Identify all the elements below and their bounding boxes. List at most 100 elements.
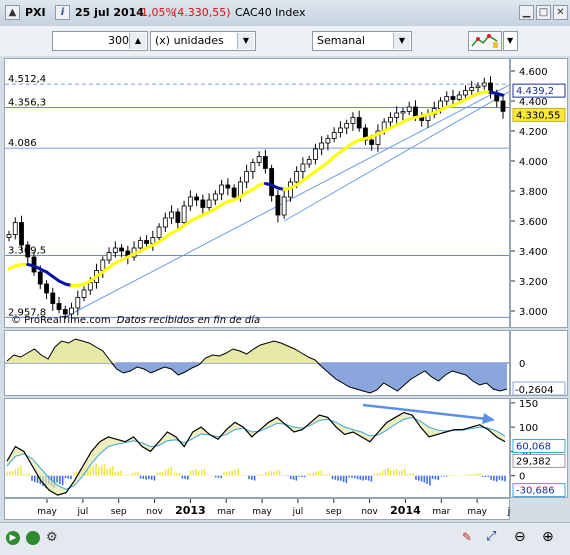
candle-body (244, 171, 250, 183)
oscillator-line (6, 338, 508, 394)
oscillator-axis[interactable]: 0 -0,2604 (510, 330, 568, 396)
price-panel[interactable]: 4.512,4 4.356,3 4.086 3.369,5 2.957,8 © ProR… (4, 58, 510, 328)
candle-body (87, 282, 93, 291)
last-value-label: 4.330,55 (516, 110, 561, 121)
zoom-fit-icon[interactable]: ⤢ (486, 529, 497, 544)
settings-icon[interactable]: ⚙ (46, 530, 58, 545)
price-axis[interactable]: 4.600 4.400 4.200 4.000 3.800 3.600 3.400 3.200… (510, 58, 568, 328)
play-icon[interactable]: ▶ (6, 531, 20, 545)
positive-area (7, 339, 507, 363)
candle-body (81, 289, 87, 298)
signal-line (6, 416, 506, 490)
candle-body (294, 171, 300, 183)
units-spinner-icon[interactable]: ▲ (129, 33, 146, 49)
y-tick-label: 3.400 (519, 247, 548, 258)
candle-body (456, 94, 462, 100)
last-value-box (512, 381, 566, 395)
candle-body (150, 237, 156, 244)
price-level-label: 4.086 (8, 138, 37, 149)
period-select[interactable]: Semanal ▼ (312, 31, 412, 51)
last-value-box (512, 107, 566, 122)
candle-body (100, 259, 106, 271)
maximize-icon[interactable]: □ (536, 5, 551, 20)
y-tick-label: 3.600 (519, 217, 548, 228)
trend-line (283, 91, 509, 222)
candle-body (469, 87, 475, 91)
candle-body (181, 205, 187, 223)
candle-body (37, 271, 43, 285)
price-level-label: 2.957,8 (8, 307, 46, 318)
y-tick-label: 4.000 (519, 157, 548, 168)
minimize-icon[interactable]: ▁ (519, 5, 534, 20)
time-axis[interactable]: may jul sep nov 2013 mar may jul sep nov 2014 mar ma… (4, 498, 518, 520)
close-icon[interactable]: ✕ (553, 5, 568, 20)
arrow-head (482, 413, 495, 424)
candle-body (56, 303, 62, 310)
last-value-box (512, 483, 566, 497)
candle-body (25, 244, 31, 258)
last-value-box (512, 439, 566, 454)
candle-body (338, 127, 343, 133)
candle-body (325, 138, 331, 144)
chart-toolbar: 300 ▲ (x) unidades ▼ Semanal ▼ ▼ (0, 26, 570, 56)
window-title-bar: ▲ PXI i 25 jul 2014 -1,05% (4.330,55) CA… (0, 0, 570, 27)
candle-body (394, 112, 400, 118)
price-level-label: 4.356,3 (8, 98, 46, 109)
candle-body (275, 195, 281, 216)
candle-body (231, 187, 237, 198)
units-select[interactable]: (x) unidades ▼ (150, 31, 256, 51)
chevron-down-icon[interactable]: ▼ (237, 33, 254, 49)
trend-line (65, 84, 509, 318)
zoom-out-icon[interactable]: ⊖ (514, 529, 526, 545)
negative-area (7, 363, 507, 393)
units-input[interactable]: 300 ▲ (52, 31, 148, 51)
price-chart[interactable]: 4.512,4 4.356,3 4.086 3.369,5 2.957,8 (5, 59, 510, 328)
oscillator-panel[interactable] (4, 330, 510, 396)
candle-body (156, 226, 162, 238)
candle-body (369, 139, 375, 145)
momentum-panel[interactable] (4, 398, 510, 498)
data-note: Datos recibidos en fin de día (116, 315, 261, 326)
candle-body (406, 106, 412, 112)
indicators-icon (471, 34, 498, 48)
oscillator-chart[interactable] (5, 331, 510, 396)
candle-body (313, 148, 318, 160)
window-menu-icon[interactable]: ▲ (5, 5, 20, 20)
zoom-in-icon[interactable]: ⊕ (542, 529, 554, 545)
info-icon[interactable]: i (55, 5, 70, 20)
indicators-button[interactable] (468, 31, 502, 51)
change-label: -1,05% (137, 6, 176, 19)
last-value-label: 60,068 (516, 442, 551, 453)
momentum-chart[interactable] (5, 399, 510, 498)
forward-icon[interactable] (26, 531, 40, 545)
price-label: (4.330,55) (173, 6, 231, 19)
x-tick-label: 2013 (175, 504, 206, 517)
x-tick-label: mar (432, 507, 450, 517)
candle-body (75, 297, 81, 309)
candle-body (444, 96, 450, 102)
candle-body (500, 100, 506, 112)
candle-body (375, 130, 381, 145)
candle-body (256, 156, 262, 163)
last-value-label: 4.439,2 (516, 86, 554, 97)
y-tick-label: 150 (519, 399, 538, 410)
y-tick-label: 3.800 (519, 187, 548, 198)
candle-body (481, 82, 487, 87)
pencil-icon[interactable]: ✎ (462, 530, 473, 544)
y-tick-label: 100 (519, 423, 538, 434)
candle-body (69, 307, 74, 315)
x-tick-label: sep (326, 507, 342, 517)
candle-body (400, 111, 406, 114)
indicators-menu-button[interactable]: ▼ (503, 31, 518, 51)
x-tick-label: jul (507, 507, 511, 517)
last-value-box (512, 83, 566, 98)
candle-body (219, 184, 225, 195)
candle-body (119, 247, 124, 252)
candle-body (62, 309, 68, 315)
chevron-down-icon[interactable]: ▼ (393, 33, 410, 49)
index-name-label: CAC40 Index (235, 6, 306, 19)
candle-body (262, 156, 268, 169)
last-value-box (512, 453, 566, 468)
